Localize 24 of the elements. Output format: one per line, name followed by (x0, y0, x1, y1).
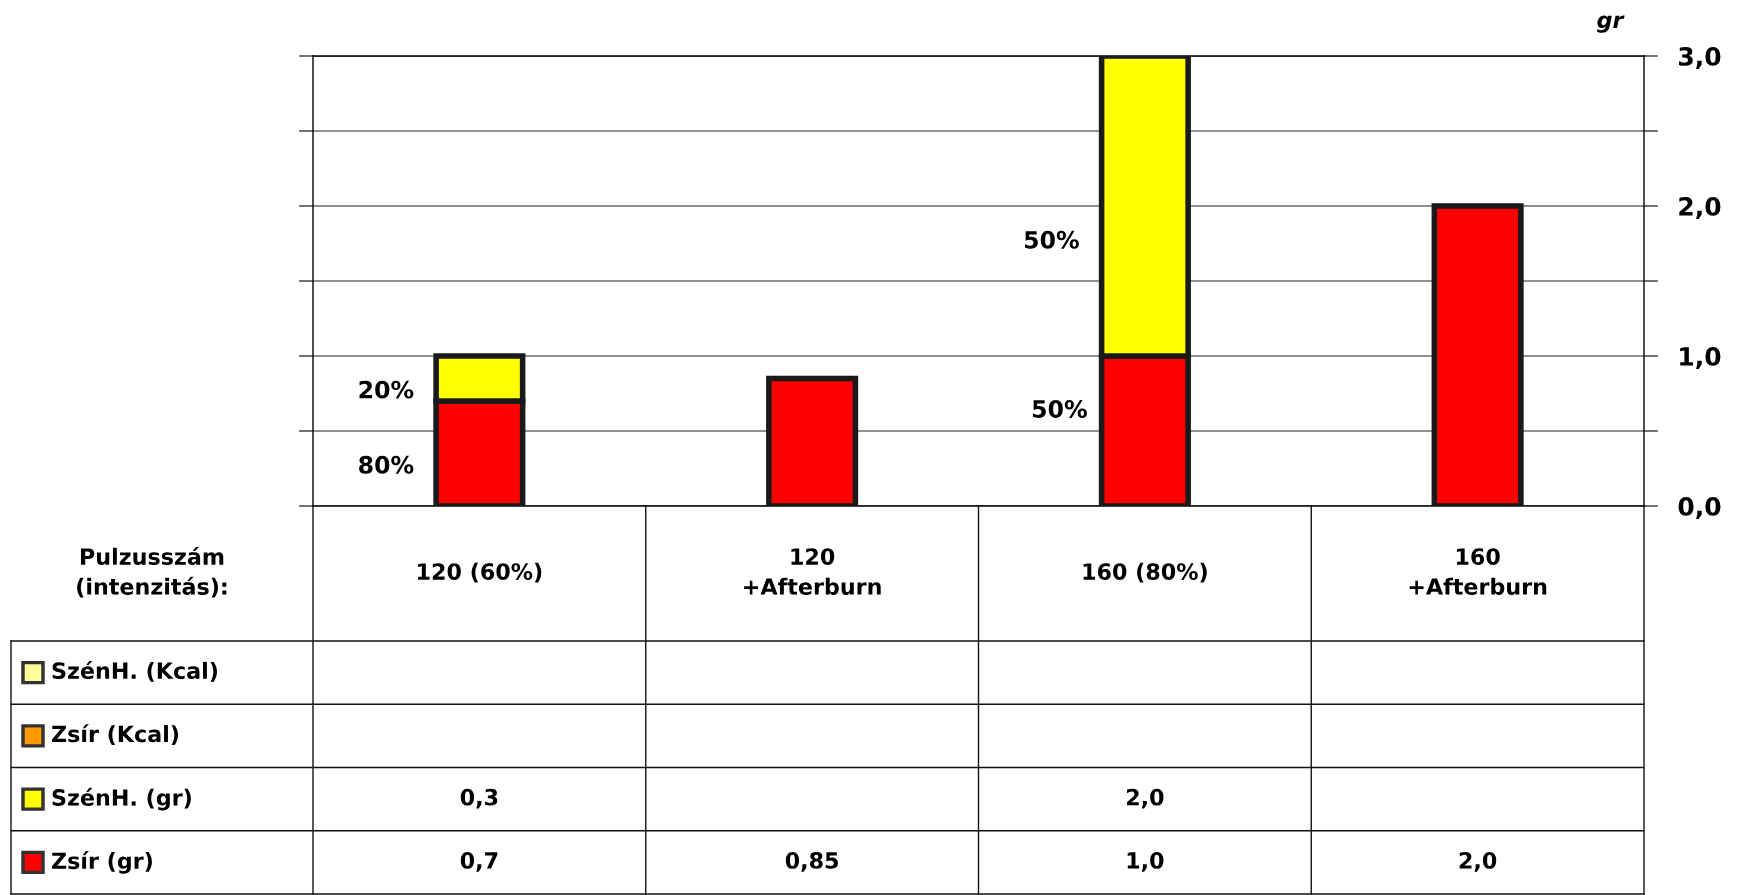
annotation: 50% (1024, 230, 1079, 249)
y-tick-label: 0,0 (1678, 496, 1721, 520)
legend-label: SzénH. (gr) (52, 787, 191, 811)
x-tick-label: 160 +Afterburn (1409, 548, 1547, 595)
x-tick-label: 120 (60%) (418, 562, 542, 583)
y-tick-label: 2,0 (1679, 196, 1721, 220)
data-label: 1,0 (1127, 852, 1164, 872)
x-tick-label: 160 (80%) (1083, 562, 1207, 583)
y-axis-title: gr (1597, 15, 1625, 33)
legend-label: Zsír (gr) (52, 851, 152, 874)
data-label: 0,3 (460, 788, 498, 809)
x-tick-label: 120 +Afterburn (744, 548, 881, 595)
data-label: 2,0 (1459, 852, 1497, 872)
annotation: 50% (1032, 400, 1087, 418)
legend-label: Zsír (Kcal) (52, 724, 179, 745)
data-label: 0,7 (460, 852, 498, 872)
x-axis-title: Pulzusszám (intenzitás): (77, 546, 227, 598)
y-tick-label: 1,0 (1680, 346, 1721, 370)
annotation: 80% (359, 455, 414, 474)
y-tick-label: 3,0 (1679, 46, 1721, 70)
legend-label: SzénH. (Kcal) (52, 660, 218, 682)
data-label: 0,85 (785, 852, 838, 872)
annotation: 20% (359, 380, 414, 399)
data-label: 2,0 (1126, 788, 1164, 809)
